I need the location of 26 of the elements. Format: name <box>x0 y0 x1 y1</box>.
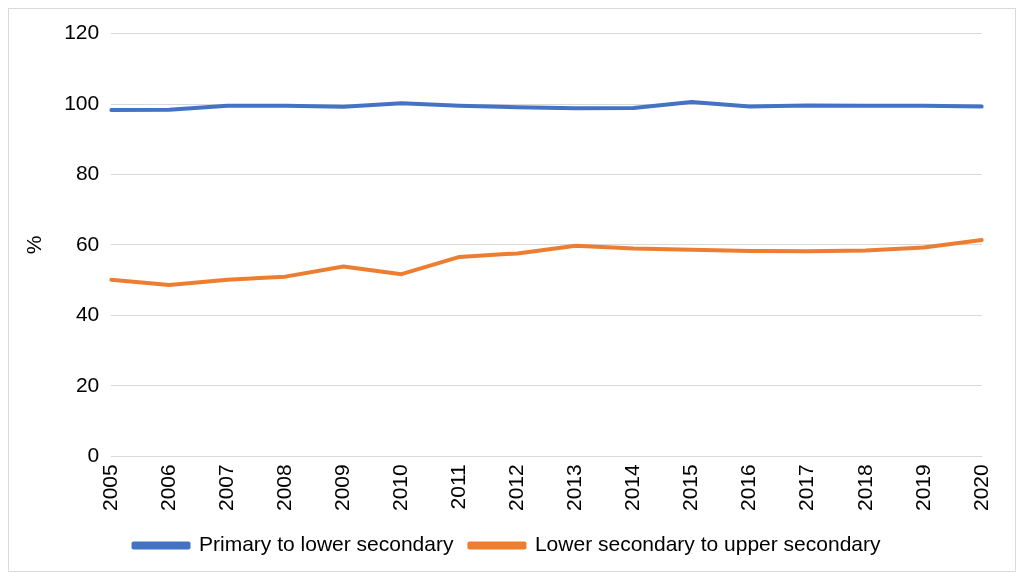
x-tick-label: 2009 <box>330 464 354 511</box>
x-tick-label: 2008 <box>272 464 296 511</box>
x-tick-label: 2010 <box>388 464 412 511</box>
x-tick-label: 2020 <box>968 464 992 511</box>
x-tick-label: 2019 <box>910 464 934 511</box>
x-tick-label: 2018 <box>852 464 876 511</box>
y-tick-label: 0 <box>87 443 100 467</box>
x-tick-label: 2005 <box>98 464 122 511</box>
x-tick-label: 2011 <box>446 464 470 510</box>
x-tick-label: 2006 <box>156 464 180 511</box>
y-tick-label: 40 <box>75 302 100 326</box>
y-tick-label: 100 <box>64 90 100 114</box>
y-tick-label: 20 <box>75 372 100 396</box>
legend-label: Lower secondary to upper secondary <box>534 532 881 556</box>
y-axis-title: % <box>22 235 46 255</box>
x-tick-label: 2013 <box>562 464 586 511</box>
x-tick-label: 2016 <box>736 464 760 511</box>
y-tick-label: 60 <box>75 231 100 255</box>
y-tick-label: 120 <box>64 20 100 44</box>
x-tick-label: 2017 <box>794 464 818 511</box>
legend-label: Primary to lower secondary <box>199 532 454 556</box>
x-tick-label: 2012 <box>504 464 528 511</box>
x-tick-label: 2014 <box>620 463 644 511</box>
y-tick-label: 80 <box>75 161 100 185</box>
x-tick-label: 2007 <box>214 464 238 511</box>
x-tick-label: 2015 <box>678 464 702 511</box>
